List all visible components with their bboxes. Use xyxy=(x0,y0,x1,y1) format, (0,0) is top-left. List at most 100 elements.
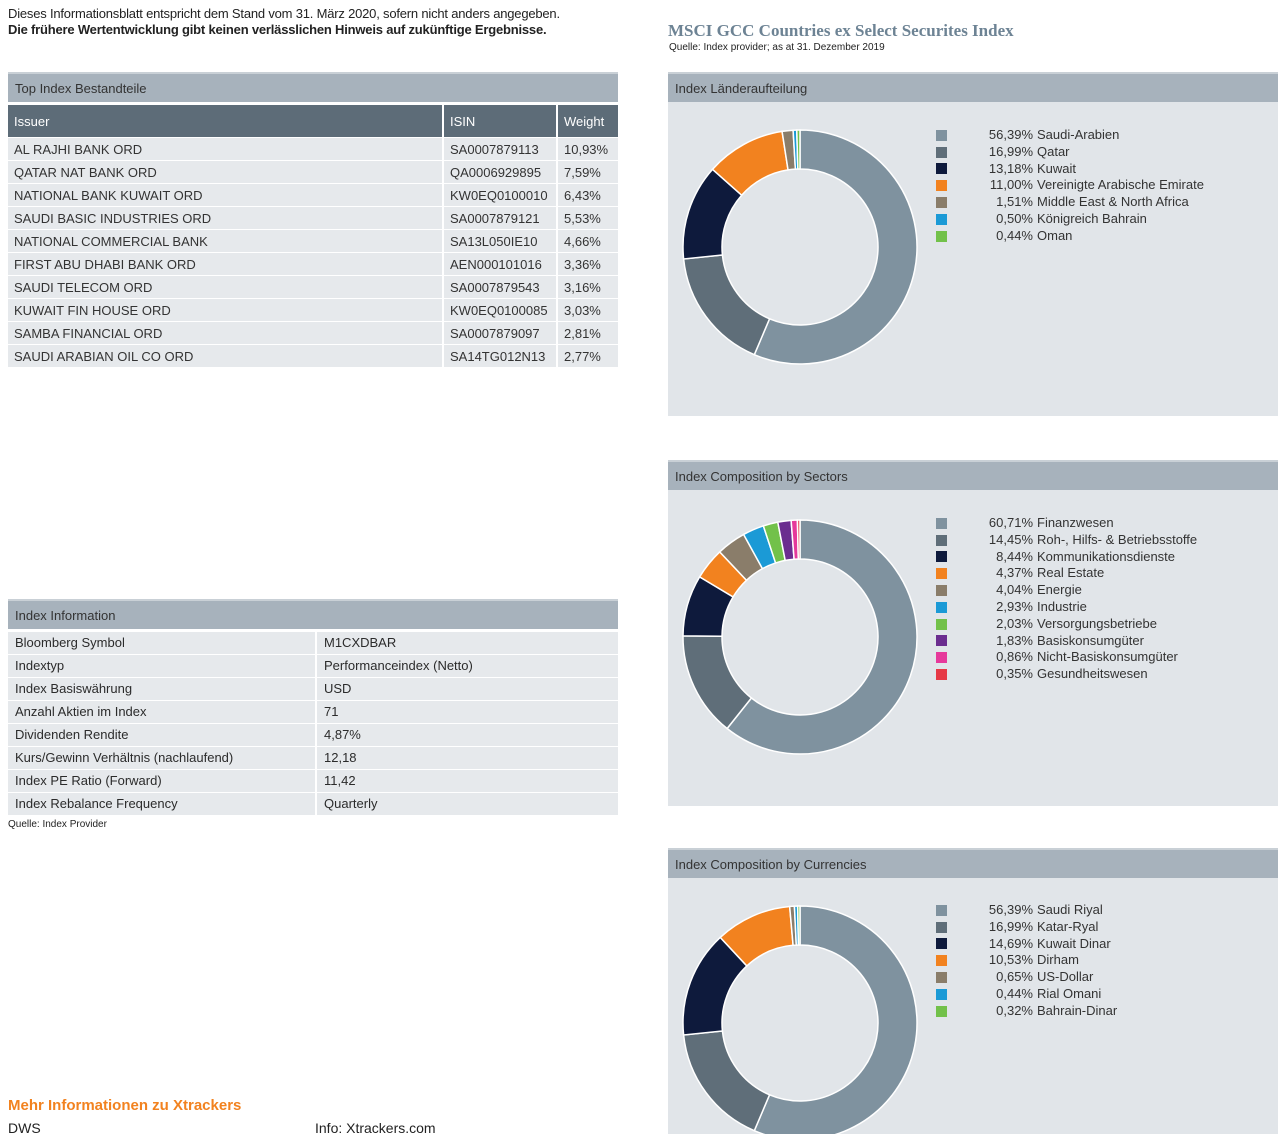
legend-item: 4,04% Energie xyxy=(936,582,1197,599)
legend-percent: 0,65% xyxy=(996,969,1033,985)
info-row: Bloomberg Symbol M1CXDBAR xyxy=(8,631,618,654)
legend-item: 8,44% Kommunikationsdienste xyxy=(936,549,1197,566)
footer-info-link[interactable]: Info: Xtrackers.com xyxy=(315,1120,436,1136)
more-info-title[interactable]: Mehr Informationen zu Xtrackers xyxy=(8,1097,242,1114)
info-label: Anzahl Aktien im Index xyxy=(8,701,317,723)
donut-slice xyxy=(795,129,801,170)
legend-label: Qatar xyxy=(1037,143,1070,159)
donut-slice xyxy=(682,254,771,356)
legend-swatch xyxy=(936,972,947,984)
legend-swatch xyxy=(936,129,947,141)
legend-item: 60,71% Finanzwesen xyxy=(936,515,1197,532)
legend-item: 4,37% Real Estate xyxy=(936,565,1197,582)
legend-percent: 2,03% xyxy=(996,615,1033,631)
legend-label: Basiskonsumgüter xyxy=(1037,632,1144,648)
column-header-issuer: Issuer xyxy=(8,105,444,137)
isin-cell: SA13L050IE10 xyxy=(444,229,558,252)
donut-slice xyxy=(682,1030,771,1132)
legend-swatch xyxy=(936,197,947,209)
isin-cell: SA0007879097 xyxy=(444,321,558,344)
legend-label: Oman xyxy=(1037,227,1073,243)
legend-label: Industrie xyxy=(1037,598,1087,614)
info-label: Index Rebalance Frequency xyxy=(8,793,317,815)
weight-cell: 6,43% xyxy=(558,183,618,206)
table-row: AL RAJHI BANK ORD SA0007879113 10,93% xyxy=(8,137,618,160)
country-chart-panel: Index Länderaufteilung 56,39% Saudi-Arabi… xyxy=(668,72,1278,416)
weight-cell: 3,36% xyxy=(558,252,618,275)
weight-cell: 5,53% xyxy=(558,206,618,229)
disclaimer-line-2: Die frühere Wertentwicklung gibt keinen … xyxy=(8,22,547,37)
issuer-cell: AL RAJHI BANK ORD xyxy=(8,137,444,160)
legend-item: 1,51% Middle East & North Africa xyxy=(936,194,1204,211)
donut-slice xyxy=(753,129,918,365)
weight-cell: 7,59% xyxy=(558,160,618,183)
info-label: Index Basiswährung xyxy=(8,678,317,700)
weight-cell: 3,16% xyxy=(558,275,618,298)
info-value: 71 xyxy=(324,704,339,719)
table-row: SAUDI TELECOM ORD SA0007879543 3,16% xyxy=(8,275,618,298)
legend-swatch xyxy=(936,163,947,175)
legend-swatch xyxy=(936,517,947,529)
info-value: 12,18 xyxy=(324,750,357,765)
disclaimer: Dieses Informationsblatt entspricht dem … xyxy=(8,6,560,38)
legend-item: 14,45% Roh-, Hilfs- & Betriebsstoffe xyxy=(936,532,1197,549)
isin-cell: KW0EQ0100085 xyxy=(444,298,558,321)
legend-label: Saudi Riyal xyxy=(1037,902,1103,917)
legend-label: Kommunikationsdienste xyxy=(1037,548,1176,564)
legend-percent: 14,45% xyxy=(988,531,1033,547)
column-header-weight: Weight xyxy=(558,105,618,137)
index-info-source: Quelle: Index Provider xyxy=(8,819,107,830)
weight-cell: 2,81% xyxy=(558,321,618,344)
legend-percent: 1,51% xyxy=(996,194,1033,210)
legend-swatch xyxy=(936,601,947,613)
legend-label: Gesundheitswesen xyxy=(1037,666,1148,682)
legend-item: 56,39% Saudi Riyal xyxy=(936,902,1117,919)
issuer-cell: SAUDI ARABIAN OIL CO ORD xyxy=(8,344,444,367)
table-row: KUWAIT FIN HOUSE ORD KW0EQ0100085 3,03% xyxy=(8,298,618,321)
legend-item: 10,53% Dirham xyxy=(936,952,1117,969)
legend-percent: 0,44% xyxy=(996,985,1033,1001)
legend-item: 11,00% Vereinigte Arabische Emirate xyxy=(936,177,1204,194)
info-row: Anzahl Aktien im Index 71 xyxy=(8,700,618,723)
legend-label: Versorgungsbetriebe xyxy=(1037,615,1157,631)
index-info-table: Bloomberg Symbol M1CXDBAR Indextyp Performa… xyxy=(8,631,618,815)
info-value: 4,87% xyxy=(324,727,361,742)
legend-swatch xyxy=(936,669,947,681)
index-info-heading: Index Information xyxy=(8,599,618,629)
index-source: Quelle: Index provider; as at 31. Dezemb… xyxy=(669,42,885,53)
weight-cell: 10,93% xyxy=(558,137,618,160)
info-row: Index PE Ratio (Forward) 11,42 xyxy=(8,769,618,792)
info-row: Indextyp Performanceindex (Netto) xyxy=(8,654,618,677)
sector-legend: 60,71% Finanzwesen 14,45% Roh-, Hilfs- & Be… xyxy=(936,515,1197,683)
table-row: NATIONAL COMMERCIAL BANK SA13L050IE10 4,66… xyxy=(8,229,618,252)
legend-percent: 4,04% xyxy=(996,582,1033,598)
legend-label: Katar-Ryal xyxy=(1037,918,1099,934)
currency-legend: 56,39% Saudi Riyal 16,99% Katar-Ryal 14,69% K… xyxy=(936,902,1117,1020)
column-header-isin: ISIN xyxy=(444,105,558,137)
top-holdings-heading: Top Index Bestandteile xyxy=(8,72,618,102)
donut-slice xyxy=(796,905,801,946)
table-row: FIRST ABU DHABI BANK ORD AEN000101016 3,36… xyxy=(8,252,618,275)
donut-slice xyxy=(753,905,918,1134)
legend-swatch xyxy=(936,568,947,580)
legend-percent: 0,35% xyxy=(996,666,1033,682)
info-label: Index PE Ratio (Forward) xyxy=(8,770,317,792)
legend-percent: 56,39% xyxy=(988,902,1033,917)
legend-label: Kuwait xyxy=(1037,160,1077,176)
isin-cell: SA14TG012N13 xyxy=(444,344,558,367)
table-row: SAMBA FINANCIAL ORD SA0007879097 2,81% xyxy=(8,321,618,344)
currency-chart-heading: Index Composition by Currencies xyxy=(668,848,1278,878)
info-row: Dividenden Rendite 4,87% xyxy=(8,723,618,746)
weight-cell: 2,77% xyxy=(558,344,618,367)
isin-cell: KW0EQ0100010 xyxy=(444,183,558,206)
legend-percent: 10,53% xyxy=(988,952,1033,968)
legend-percent: 11,00% xyxy=(989,177,1033,193)
legend-item: 0,50% Königreich Bahrain xyxy=(936,211,1204,228)
legend-swatch xyxy=(936,180,947,192)
country-legend: 56,39% Saudi-Arabien 16,99% Qatar 13,18% Kuwa… xyxy=(936,127,1204,245)
isin-cell: AEN000101016 xyxy=(444,252,558,275)
info-label: Kurs/Gewinn Verhältnis (nachlaufend) xyxy=(8,747,317,769)
legend-label: Bahrain-Dinar xyxy=(1037,1002,1118,1018)
table-row: NATIONAL BANK KUWAIT ORD KW0EQ0100010 6,43… xyxy=(8,183,618,206)
legend-swatch xyxy=(936,904,947,916)
